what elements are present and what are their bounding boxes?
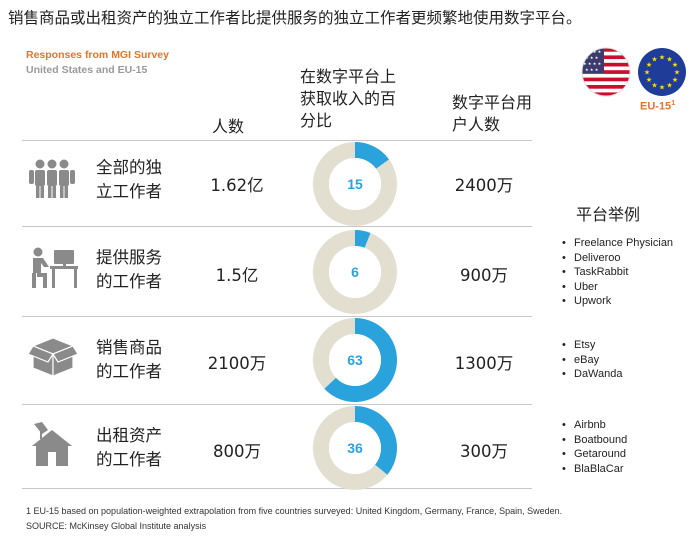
users-count: 1300万 xyxy=(454,354,514,373)
platform-item: eBay xyxy=(562,353,623,368)
platform-item: Etsy xyxy=(562,338,623,353)
donut-slice xyxy=(354,406,397,475)
eu-star: ★ xyxy=(644,69,650,77)
donut-hole xyxy=(329,246,381,298)
platform-item: Getaround xyxy=(562,447,627,462)
eu-star: ★ xyxy=(666,56,672,64)
donut-chart: 6 xyxy=(313,230,397,314)
eu-star: ★ xyxy=(646,76,652,84)
platform-item: BlaBlaCar xyxy=(562,462,627,477)
category-label: 全部的独 立工作者 xyxy=(96,158,162,201)
donut-slice xyxy=(354,230,371,248)
page-title: 销售商品或出租资产的独立工作者比提供服务的独立工作者更频繁地使用数字平台。 xyxy=(8,9,582,27)
platform-item: Airbnb xyxy=(562,418,627,433)
header-platforms: 平台举例 xyxy=(576,205,641,224)
platform-item: Deliveroo xyxy=(562,251,673,266)
platform-item: Upwork xyxy=(562,294,673,309)
separator xyxy=(22,316,532,317)
separator xyxy=(22,488,532,489)
eu-star: ★ xyxy=(646,61,652,69)
footnote: 1 EU-15 based on population-weighted ext… xyxy=(26,506,563,516)
people-group-icon xyxy=(29,159,75,198)
header-people: 人数 xyxy=(212,117,245,136)
platform-list: EtsyeBayDaWanda xyxy=(562,338,623,382)
svg-text:★ ★ ★ ★: ★ ★ ★ ★ xyxy=(583,49,602,54)
survey-region-label: United States and EU-15 xyxy=(26,64,148,76)
us-flag-icon: ★ ★ ★ ★ ★ ★ ★ ★ ★ ★ ★ ★ ★ ★ xyxy=(581,47,631,97)
eu-star: ★ xyxy=(674,69,680,77)
users-count: 900万 xyxy=(460,266,508,285)
eu-star: ★ xyxy=(666,82,672,90)
eu-star: ★ xyxy=(651,56,657,64)
header-income: 在数字平台上 获取收入的百 分比 xyxy=(300,67,397,130)
donut-slice xyxy=(354,142,389,170)
donut-chart: 15 xyxy=(313,142,397,226)
donut-value-label: 15 xyxy=(347,176,363,192)
platform-item: DaWanda xyxy=(562,367,623,382)
desk-worker-icon xyxy=(32,247,78,288)
eu-star: ★ xyxy=(659,54,665,62)
separator xyxy=(22,140,532,141)
eu-star: ★ xyxy=(659,84,665,92)
people-count: 1.5亿 xyxy=(215,266,259,285)
category-label: 出租资产 的工作者 xyxy=(96,426,162,469)
donut-chart: 36 xyxy=(313,406,397,490)
people-count: 800万 xyxy=(213,442,261,461)
platform-list: AirbnbBoatboundGetaroundBlaBlaCar xyxy=(562,418,627,476)
svg-text:★ ★ ★: ★ ★ ★ xyxy=(585,55,599,60)
donut-value-label: 36 xyxy=(347,440,363,456)
users-count: 300万 xyxy=(460,442,508,461)
platform-item: Boatbound xyxy=(562,433,627,448)
eu-star: ★ xyxy=(651,82,657,90)
donut-chart: 63 xyxy=(313,318,397,402)
donut-slice xyxy=(324,318,397,402)
platform-item: Freelance Physician xyxy=(562,236,673,251)
donut-value-label: 6 xyxy=(351,264,359,280)
house-key-icon xyxy=(32,422,72,466)
platform-item: Uber xyxy=(562,280,673,295)
survey-source-label: Responses from MGI Survey xyxy=(26,49,169,61)
category-label: 销售商品 的工作者 xyxy=(96,338,162,381)
eu-flag-icon: ★ ★★★★★★★★★★★ xyxy=(638,48,686,96)
donut-hole xyxy=(329,334,381,386)
box-icon xyxy=(28,337,78,377)
people-count: 1.62亿 xyxy=(210,176,264,195)
separator xyxy=(22,404,532,405)
source-note: SOURCE: McKinsey Global Institute analys… xyxy=(26,521,207,531)
header-users: 数字平台用 户人数 xyxy=(452,93,533,134)
svg-text:★ ★ ★ ★: ★ ★ ★ ★ xyxy=(583,61,602,66)
donut-value-label: 63 xyxy=(347,352,363,368)
separator xyxy=(22,226,532,227)
donut-hole xyxy=(329,422,381,474)
eu-star: ★ xyxy=(672,76,678,84)
users-count: 2400万 xyxy=(454,176,514,195)
platform-list: Freelance PhysicianDeliverooTaskRabbitUb… xyxy=(562,236,673,309)
svg-text:★ ★ ★: ★ ★ ★ xyxy=(585,67,599,72)
eu-label: EU-151 xyxy=(640,100,676,113)
people-count: 2100万 xyxy=(207,354,267,373)
eu-star: ★ xyxy=(672,61,678,69)
donut-hole xyxy=(329,158,381,210)
category-label: 提供服务 的工作者 xyxy=(96,248,162,291)
platform-item: TaskRabbit xyxy=(562,265,673,280)
